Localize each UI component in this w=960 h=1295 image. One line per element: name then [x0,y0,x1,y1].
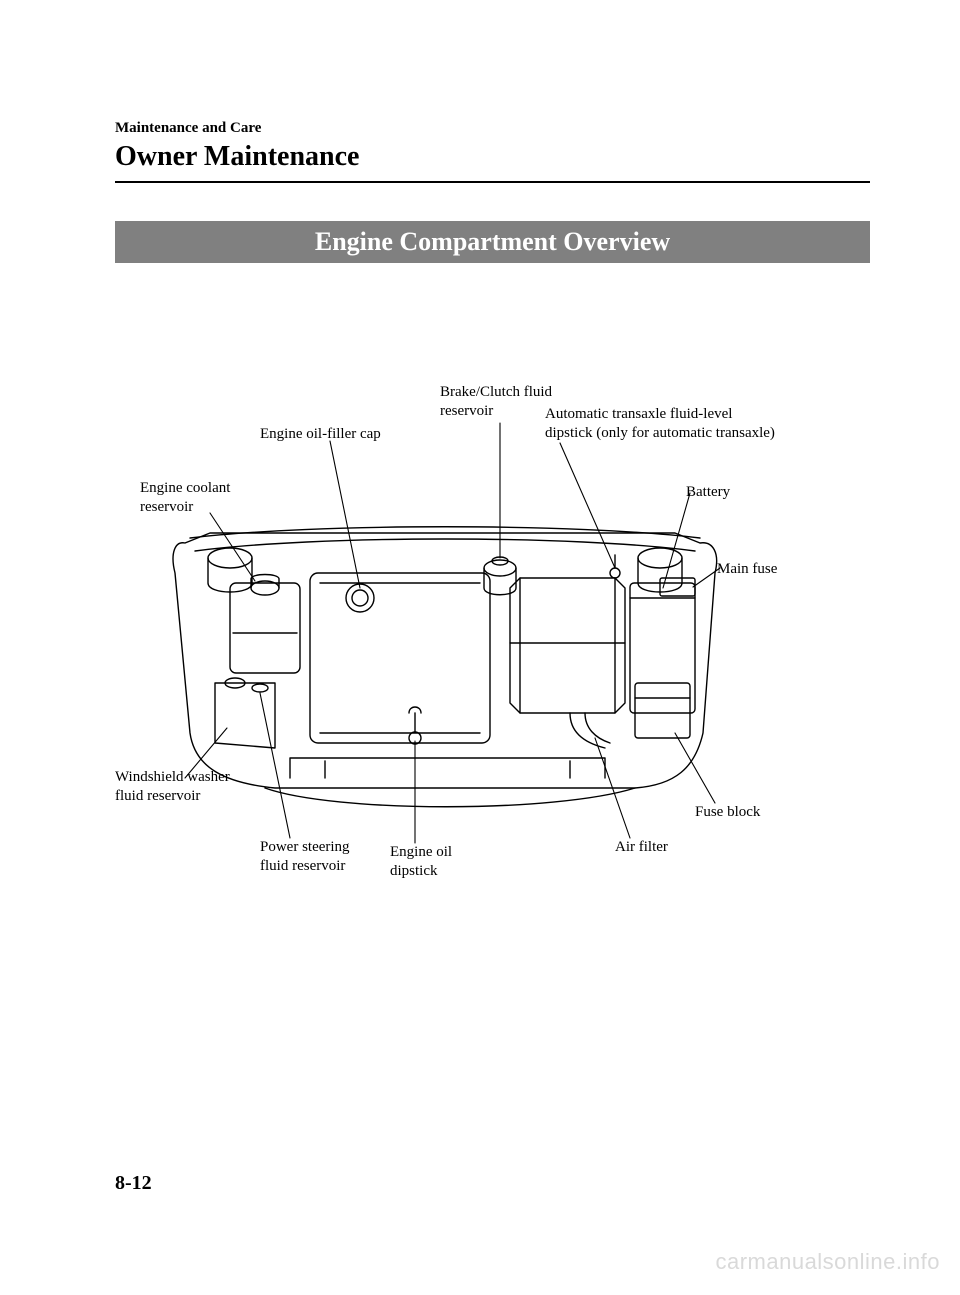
title-rule [115,181,870,183]
page-root: Maintenance and Care Owner Maintenance E… [0,0,960,1295]
watermark: carmanualsonline.info [715,1249,940,1275]
page-title: Owner Maintenance [115,141,870,173]
section-banner: Engine Compartment Overview [115,221,870,263]
breadcrumb: Maintenance and Care [115,120,870,137]
engine-diagram-svg [115,383,875,1023]
page-number: 8-12 [115,1172,152,1195]
diagram-area: Brake/Clutch fluid reservoir Automatic t… [115,383,870,1023]
